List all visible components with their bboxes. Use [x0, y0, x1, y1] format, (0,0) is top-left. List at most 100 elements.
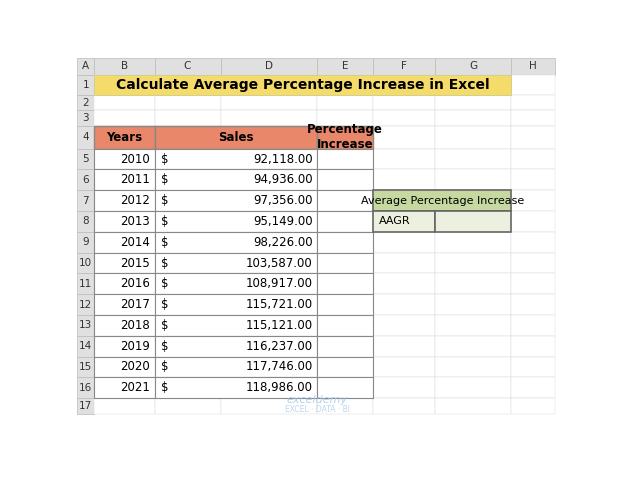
Bar — [77, 398, 94, 414]
Text: AAGR: AAGR — [379, 216, 411, 227]
Bar — [94, 357, 155, 377]
Bar — [155, 377, 317, 398]
Text: $: $ — [161, 153, 168, 166]
Bar — [317, 398, 373, 414]
Bar — [77, 377, 94, 398]
Bar — [155, 294, 220, 315]
Bar — [511, 294, 555, 315]
Bar — [435, 190, 511, 211]
Bar — [155, 211, 317, 232]
Bar — [317, 315, 373, 336]
Text: $: $ — [161, 215, 168, 228]
Bar — [94, 126, 155, 149]
Bar — [94, 336, 155, 357]
Text: 2013: 2013 — [120, 215, 150, 228]
Bar — [373, 58, 435, 75]
Text: Years: Years — [106, 131, 143, 144]
Text: 117,746.00: 117,746.00 — [246, 361, 313, 374]
Bar — [435, 232, 511, 253]
Bar — [220, 126, 317, 149]
Bar — [94, 273, 155, 294]
Bar — [94, 398, 155, 414]
Bar — [373, 377, 435, 398]
Bar — [155, 273, 317, 294]
Bar — [77, 75, 94, 95]
Bar — [373, 336, 435, 357]
Text: 2014: 2014 — [120, 236, 150, 249]
Text: 10: 10 — [79, 258, 92, 268]
Bar — [77, 294, 94, 315]
Bar — [435, 75, 511, 95]
Text: A: A — [82, 61, 89, 71]
Bar — [511, 232, 555, 253]
Bar — [155, 273, 220, 294]
Bar — [94, 75, 511, 95]
Text: 17: 17 — [79, 401, 93, 411]
Bar — [373, 315, 435, 336]
Bar — [220, 58, 317, 75]
Bar — [317, 190, 373, 211]
Bar — [435, 398, 511, 414]
Bar — [511, 75, 555, 95]
Text: 2016: 2016 — [120, 277, 150, 290]
Text: 2: 2 — [82, 97, 89, 107]
Bar — [220, 110, 317, 126]
Bar — [94, 190, 155, 211]
Text: 2015: 2015 — [120, 256, 150, 269]
Bar — [155, 315, 317, 336]
Bar — [511, 336, 555, 357]
Bar — [155, 126, 317, 149]
Text: 116,237.00: 116,237.00 — [246, 340, 313, 353]
Bar — [511, 273, 555, 294]
Bar — [155, 126, 220, 149]
Bar — [94, 377, 155, 398]
Bar — [155, 315, 220, 336]
Text: Percentage
Increase: Percentage Increase — [307, 123, 383, 151]
Bar — [511, 377, 555, 398]
Bar — [220, 170, 317, 190]
Bar — [155, 58, 220, 75]
Bar — [317, 357, 373, 377]
Bar — [317, 149, 373, 170]
Bar — [317, 336, 373, 357]
Bar — [435, 58, 511, 75]
Bar — [373, 273, 435, 294]
Bar — [511, 190, 555, 211]
Bar — [220, 377, 317, 398]
Bar — [77, 190, 94, 211]
Bar — [155, 149, 220, 170]
Bar — [155, 110, 220, 126]
Bar — [155, 253, 220, 273]
Bar — [511, 58, 555, 75]
Text: 2020: 2020 — [120, 361, 150, 374]
Text: 2010: 2010 — [120, 153, 150, 166]
Bar — [94, 315, 155, 336]
Text: $: $ — [161, 298, 168, 311]
Text: $: $ — [161, 256, 168, 269]
Bar — [220, 190, 317, 211]
Bar — [317, 253, 373, 273]
Bar — [155, 357, 220, 377]
Bar — [511, 95, 555, 110]
Bar — [317, 232, 373, 253]
Text: $: $ — [161, 194, 168, 207]
Bar — [511, 357, 555, 377]
Text: 2017: 2017 — [120, 298, 150, 311]
Bar — [317, 294, 373, 315]
Bar — [511, 170, 555, 190]
Bar — [77, 273, 94, 294]
Text: 5: 5 — [82, 154, 89, 164]
Bar — [511, 253, 555, 273]
Bar — [94, 95, 155, 110]
Bar — [373, 170, 435, 190]
Bar — [373, 398, 435, 414]
Bar — [94, 336, 155, 357]
Bar — [317, 126, 373, 149]
Bar — [435, 110, 511, 126]
Bar — [155, 95, 220, 110]
Bar — [220, 357, 317, 377]
Text: 95,149.00: 95,149.00 — [253, 215, 313, 228]
Bar — [155, 336, 317, 357]
Bar — [155, 294, 317, 315]
Bar — [155, 75, 220, 95]
